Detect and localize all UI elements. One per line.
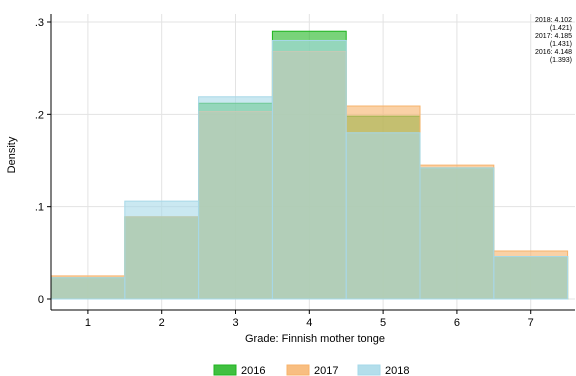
x-tick-label: 3 [232,317,238,329]
bars-layer [50,30,569,300]
legend-label: 2016 [241,365,265,376]
annotation-text: (1.431) [550,41,572,48]
bar-2018-grade-6 [419,167,495,300]
bar-2018-grade-3 [198,96,273,300]
annotation-text: (1.393) [550,57,572,64]
y-tick-label: .2 [35,109,44,121]
bar-2018-grade-1 [50,277,126,300]
annotation-block: 2018: 4.102(1.421)2017: 4.185(1.431)2016… [535,17,572,64]
y-axis-label: Density [6,136,18,173]
annotation-text: 2018: 4.102 [535,17,572,24]
legend: 2016 2017 2018 [213,364,409,376]
bar-2018-grade-2 [124,200,200,300]
legend-swatch-2017 [286,364,310,376]
annotation-text: 2016: 4.148 [535,49,572,56]
bar-2018-grade-7 [493,256,569,300]
x-tick-label: 5 [380,317,386,329]
legend-swatch-2018 [357,364,381,376]
x-tick-label: 6 [454,317,460,329]
x-axis-label: Grade: Finnish mother tonge [245,333,385,345]
x-tick-label: 4 [306,317,312,329]
y-axis-ticks: 0 .1 .2 .3 [35,17,51,306]
bar-2018-grade-4 [271,39,347,300]
x-axis-ticks: 1 2 3 4 5 6 7 [85,310,534,329]
x-tick-label: 2 [159,317,165,329]
legend-label: 2017 [314,365,338,376]
bar-2018-grade-5 [345,132,421,300]
y-tick-label: .3 [35,17,44,29]
y-tick-label: 0 [38,294,44,306]
y-tick-label: .1 [35,202,44,214]
annotation-text: 2017: 4.185 [535,33,572,40]
axes [50,14,575,311]
legend-label: 2018 [385,365,409,376]
legend-swatch-2016 [213,364,237,376]
x-tick-label: 1 [85,317,91,329]
annotation-text: (1.421) [550,25,572,32]
x-tick-label: 7 [528,317,534,329]
